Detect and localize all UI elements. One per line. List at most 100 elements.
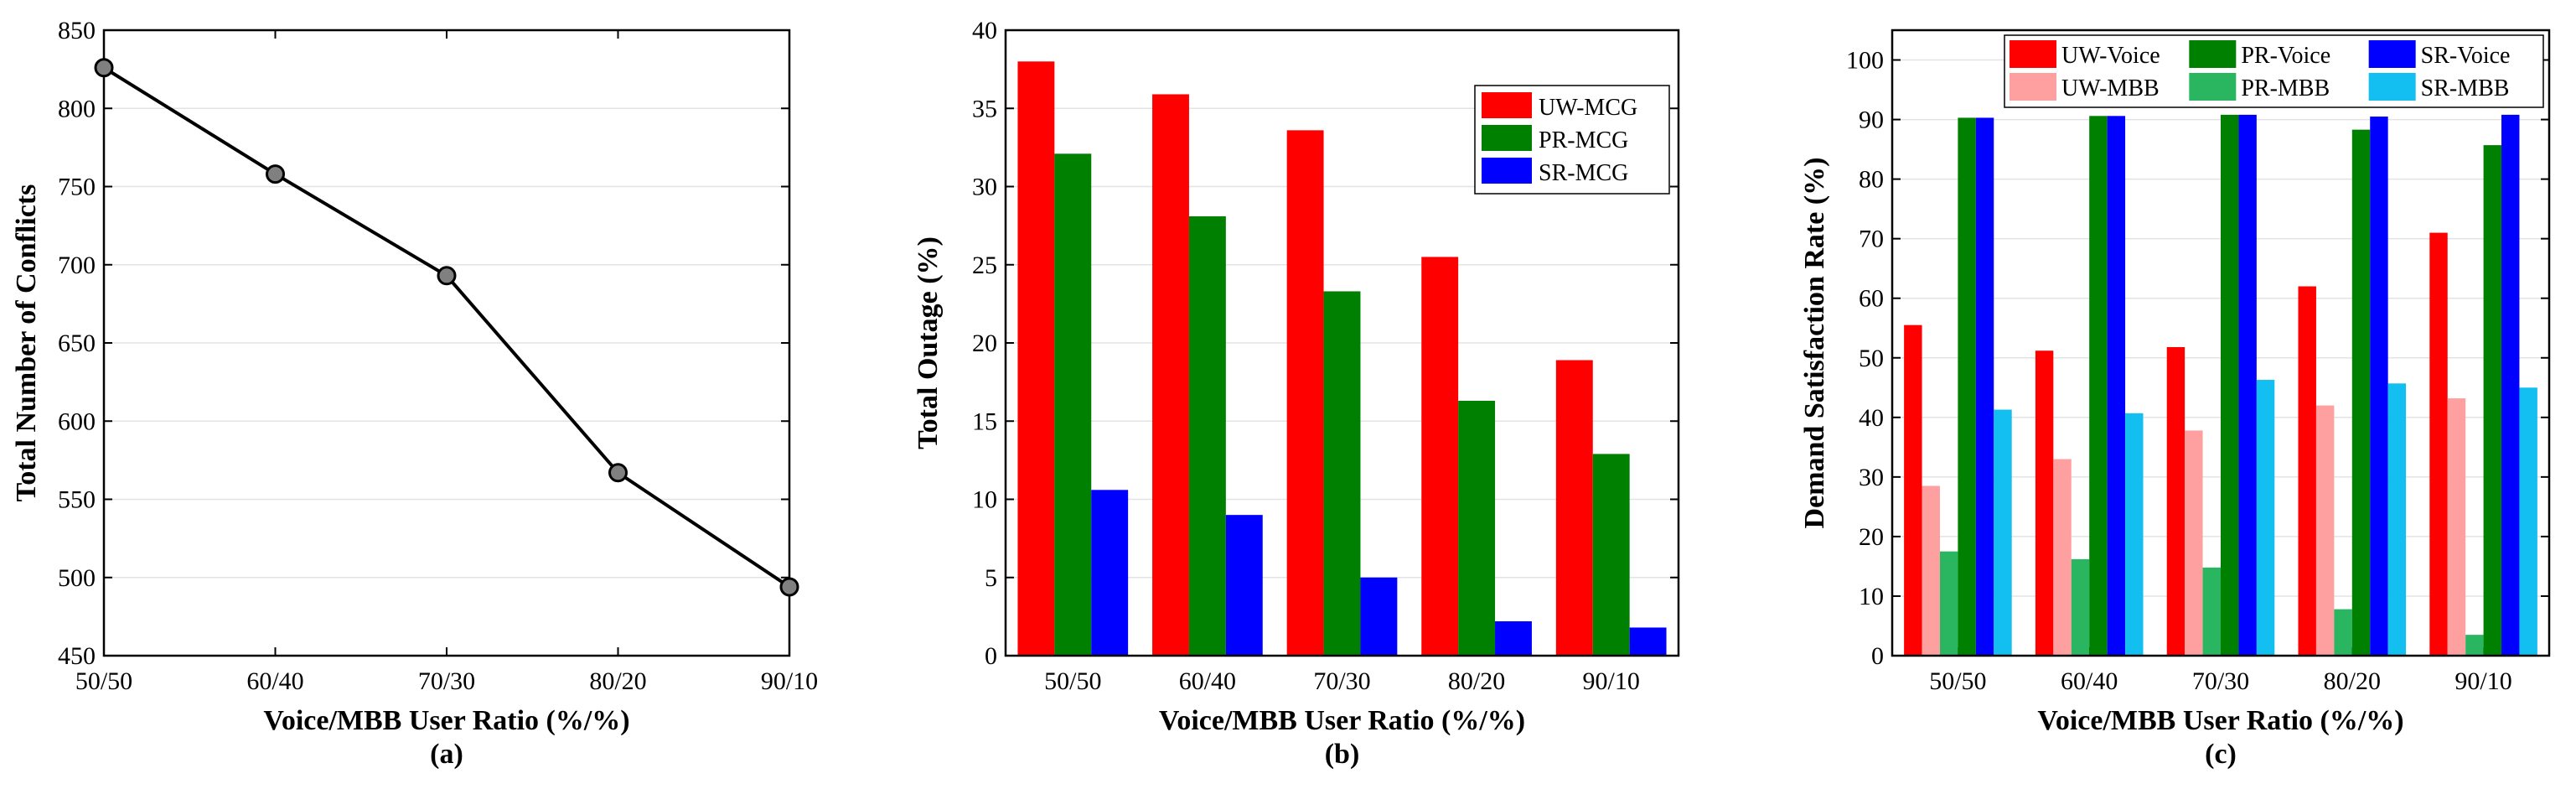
y-tick-label: 50 [1859, 345, 1884, 372]
x-axis-label: Voice/MBB User Ratio (%/%) [1159, 705, 1525, 736]
x-tick-label: 80/20 [2324, 667, 2381, 695]
bar-uw-mbb [2185, 430, 2203, 656]
x-tick-label: 50/50 [75, 667, 132, 695]
bar-sr-mcg [1360, 577, 1398, 656]
bar-pr-mbb [2071, 558, 2090, 656]
legend-label: PR-MBB [2241, 75, 2330, 101]
bar-pr-voice [1958, 117, 1976, 656]
x-axis-label: Voice/MBB User Ratio (%/%) [2037, 705, 2403, 736]
y-tick-label: 30 [1859, 464, 1884, 491]
bar-pr-mbb [2334, 609, 2352, 656]
data-point-marker [608, 463, 628, 483]
y-tick-label: 500 [58, 564, 96, 592]
bar-uw-mbb [2053, 459, 2072, 656]
legend-swatch-sr-mbb [2368, 73, 2416, 101]
y-tick-label: 5 [985, 564, 997, 592]
bar-pr-mcg [1592, 454, 1630, 656]
bar-uw-mbb [2447, 398, 2466, 656]
y-axis-label: Total Outage (%) [913, 236, 944, 449]
x-tick-label: 80/20 [1448, 667, 1505, 695]
legend-label: SR-MBB [2421, 75, 2510, 101]
data-point-marker [779, 577, 799, 597]
panel-c-satisfaction-bar-chart: 0 10 20 30 40 50 60 70 80 90 100 50/50 60/40 70/30 80/… [1799, 29, 2551, 770]
bar-sr-voice [1975, 117, 1994, 656]
bar-sr-mcg [1091, 490, 1129, 656]
legend-label: SR-MCG [1539, 160, 1628, 186]
y-tick-label: 25 [972, 252, 997, 279]
bar-uw-mbb [1922, 485, 1940, 656]
y-tick-label: 650 [58, 330, 96, 357]
x-tick-label: 60/40 [1179, 667, 1236, 695]
axes-frame [1891, 29, 2551, 657]
legend-swatch-pr-mcg [1482, 125, 1532, 151]
bar-sr-voice [2107, 116, 2126, 656]
series-line [102, 66, 791, 589]
bar-pr-mcg [1458, 401, 1496, 656]
y-tick-label: 20 [972, 330, 997, 357]
y-axis-label: Demand Satisfaction Rate (%) [1799, 158, 1830, 529]
bar-pr-mbb [2202, 567, 2221, 656]
bar-uw-mcg [1555, 360, 1593, 656]
panel-label: (c) [2205, 739, 2237, 770]
bar-pr-voice [2221, 114, 2239, 656]
y-tick-label: 550 [58, 486, 96, 514]
y-tick-label: 10 [972, 486, 997, 514]
bar-uw-voice [1904, 324, 1922, 656]
panel-b-outage-bar-chart: 0 5 10 15 20 25 30 35 40 50/50 60/40 70/30 80/20 90/1… [913, 17, 1680, 770]
y-tick-label: 0 [985, 642, 997, 670]
axes-frame [102, 29, 791, 657]
bar-sr-mbb [2387, 383, 2407, 656]
bar-uw-voice [2429, 232, 2448, 656]
axes-frame [1004, 29, 1680, 657]
y-tick-label: 30 [972, 174, 997, 201]
bar-pr-mcg [1188, 215, 1226, 656]
y-tick-label: 40 [1859, 404, 1884, 432]
legend-label: PR-MCG [1539, 127, 1628, 153]
legend-swatch-uw-mcg [1482, 92, 1532, 118]
bar-uw-mcg [1421, 257, 1459, 656]
y-tick-label: 750 [58, 174, 96, 201]
y-tick-label: 700 [58, 252, 96, 279]
bar-uw-voice [2166, 346, 2185, 656]
panel-label: (b) [1325, 739, 1360, 770]
bar-uw-mcg [1017, 61, 1055, 657]
legend-swatch-pr-mbb [2189, 73, 2237, 101]
data-point-marker [437, 266, 457, 286]
bar-pr-mcg [1323, 291, 1361, 656]
legend-swatch-pr-voice [2189, 40, 2237, 68]
legend-label: UW-MBB [2061, 75, 2160, 101]
y-axis-label: Total Number of Conflicts [11, 184, 42, 502]
panel-label: (a) [430, 739, 463, 770]
bar-sr-mbb [2256, 380, 2275, 656]
x-tick-label: 90/10 [1583, 667, 1640, 695]
bar-sr-voice [2501, 114, 2520, 656]
x-tick-label: 90/10 [2454, 667, 2511, 695]
bar-pr-mcg [1054, 153, 1092, 656]
x-tick-label: 60/40 [246, 667, 303, 695]
bar-uw-mcg [1152, 94, 1189, 657]
bar-sr-voice [2370, 117, 2388, 656]
data-point-marker [94, 58, 114, 78]
y-tick-label: 20 [1859, 523, 1884, 551]
legend-label: UW-MCG [1539, 95, 1637, 121]
y-tick-label: 0 [1871, 642, 1884, 670]
bar-sr-mcg [1629, 627, 1667, 656]
y-tick-label: 40 [972, 17, 997, 44]
bar-sr-mbb [2519, 387, 2537, 656]
y-tick-label: 800 [58, 95, 96, 122]
y-tick-label: 450 [58, 642, 96, 670]
bar-pr-mbb [2465, 635, 2484, 656]
bar-sr-voice [2238, 114, 2257, 656]
legend-box [2004, 34, 2544, 108]
legend-label: SR-Voice [2421, 43, 2511, 69]
x-axis-label: Voice/MBB User Ratio (%/%) [263, 705, 629, 736]
bar-sr-mbb [2125, 413, 2144, 656]
panel-a-conflicts-line-chart: 450 500 550 600 650 700 750 800 850 50/50 60/40 70/… [11, 17, 818, 770]
legend-swatch-sr-mcg [1482, 158, 1532, 184]
bar-pr-voice [2483, 145, 2502, 657]
y-tick-label: 850 [58, 17, 96, 44]
legend-swatch-sr-voice [2368, 40, 2416, 68]
y-tick-label: 100 [1846, 47, 1884, 75]
x-tick-label: 70/30 [418, 667, 475, 695]
